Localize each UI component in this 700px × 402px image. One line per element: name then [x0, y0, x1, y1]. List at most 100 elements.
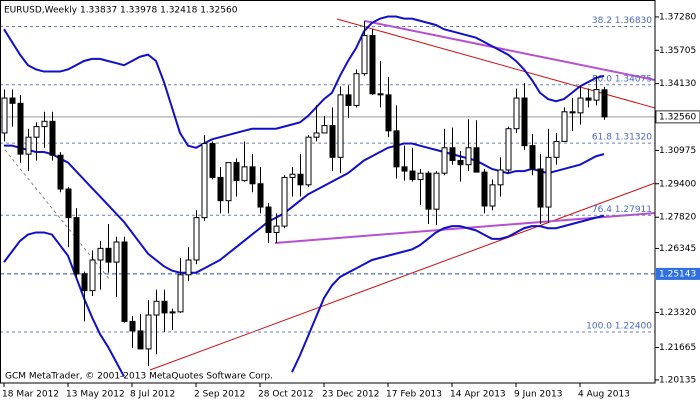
- candle-body: [545, 156, 552, 208]
- candle-body: [497, 169, 504, 186]
- candle-body: [97, 247, 104, 261]
- channel-line: [364, 20, 655, 81]
- y-tick-label: 1.34130: [659, 79, 696, 89]
- chart-title: EURUSD,Weekly 1.33837 1.33978 1.32418 1.…: [4, 6, 238, 16]
- candle-body: [65, 188, 72, 219]
- candle-body: [281, 176, 288, 227]
- x-tick-label: 9 Jun 2013: [514, 390, 562, 400]
- candle-body: [177, 274, 184, 313]
- candle-body: [89, 259, 96, 292]
- y-tick-label: 1.21665: [659, 343, 696, 353]
- candle-body: [241, 166, 248, 182]
- candle-body: [289, 173, 296, 178]
- candle-body: [161, 300, 168, 314]
- candle-body: [201, 143, 208, 219]
- candle-body: [305, 136, 312, 186]
- candle-body: [41, 120, 48, 128]
- candle-body: [577, 97, 584, 114]
- bollinger-band: [3, 214, 605, 377]
- candle-body: [385, 94, 392, 132]
- candle-body: [585, 97, 592, 101]
- candle-body: [17, 102, 24, 155]
- candle-body: [137, 330, 144, 350]
- x-tick-label: 8 Jul 2012: [130, 390, 175, 400]
- candle-body: [377, 93, 384, 96]
- candle-body: [25, 136, 32, 155]
- candle-body: [353, 73, 360, 106]
- candle-body: [345, 94, 352, 106]
- fibo-label: 61.8 1.31320: [592, 133, 652, 143]
- candle-body: [73, 217, 80, 275]
- candle-body: [1, 97, 8, 134]
- candle-body: [537, 168, 544, 208]
- candle-body: [249, 166, 256, 185]
- candle-body: [441, 147, 448, 174]
- plot-frame: [0, 0, 656, 384]
- y-tick-label: 1.30975: [659, 146, 696, 156]
- candle-body: [273, 225, 280, 233]
- candle-body: [257, 183, 264, 208]
- candle-body: [105, 247, 112, 263]
- candle-body: [593, 89, 600, 101]
- candle-body: [561, 111, 568, 142]
- candle-body: [529, 145, 536, 170]
- candle-body: [401, 166, 408, 172]
- price-label-box: [655, 110, 700, 124]
- fibo-label: 50.0 1.34075: [592, 74, 652, 84]
- x-tick-label: 13 May 2012: [66, 390, 125, 400]
- candle-body: [57, 154, 64, 190]
- candle-body: [313, 132, 320, 138]
- candle-body: [465, 147, 472, 166]
- y-tick-label: 1.35705: [659, 46, 696, 56]
- candle-body: [553, 140, 560, 158]
- y-tick-label: 1.27820: [659, 213, 696, 223]
- candle-body: [393, 130, 400, 168]
- candle-body: [425, 172, 432, 210]
- candle-body: [449, 147, 456, 161]
- fibo-label: 76.4 1.27911: [592, 205, 652, 215]
- candle-body: [33, 126, 40, 138]
- candle-body: [153, 300, 160, 316]
- x-tick-label: 2 Sep 2012: [194, 390, 245, 400]
- y-tick-label: 1.37280: [659, 12, 696, 22]
- candle-body: [297, 173, 304, 186]
- fibo-label: 100.0 1.22400: [586, 321, 652, 331]
- candle-body: [169, 311, 176, 314]
- candle-body: [9, 97, 16, 104]
- candle-body: [321, 125, 328, 134]
- level-label: 1.25143: [659, 269, 696, 279]
- x-tick-label: 18 Mar 2012: [2, 390, 59, 400]
- x-tick-label: 4 Aug 2013: [578, 390, 630, 400]
- plot-area: 38.2 1.36830 50.0 1.34075 61.8 1.31320 76.4…: [0, 15, 655, 377]
- candle-body: [433, 172, 440, 210]
- x-tick-label: 23 Dec 2012: [322, 390, 380, 400]
- candle-body: [185, 259, 192, 276]
- candle-body: [337, 94, 344, 158]
- price-label: 1.32560: [659, 112, 696, 122]
- x-tick-label: 17 Feb 2013: [386, 390, 442, 400]
- candle-body: [209, 143, 216, 178]
- candle-body: [145, 314, 152, 350]
- fibo-label: 38.2 1.36830: [592, 16, 652, 26]
- candle-body: [481, 171, 488, 207]
- candle-body: [361, 35, 368, 75]
- candle-body: [265, 206, 272, 233]
- candle-body: [505, 128, 512, 171]
- bollinger-band: [3, 15, 605, 149]
- candle-body: [457, 159, 464, 166]
- candle-body: [521, 97, 528, 147]
- y-tick-label: 1.23320: [659, 308, 696, 318]
- candle-body: [81, 273, 88, 292]
- candle-body: [233, 162, 240, 182]
- candle-body: [225, 162, 232, 202]
- candle-body: [113, 241, 120, 263]
- trend-line: [149, 182, 655, 371]
- candle-body: [417, 172, 424, 181]
- level-label-box: [656, 267, 700, 280]
- candle-body: [121, 241, 128, 322]
- candle-body: [369, 35, 376, 95]
- x-tick-label: 14 Apr 2013: [450, 390, 506, 400]
- candle-body: [489, 184, 496, 207]
